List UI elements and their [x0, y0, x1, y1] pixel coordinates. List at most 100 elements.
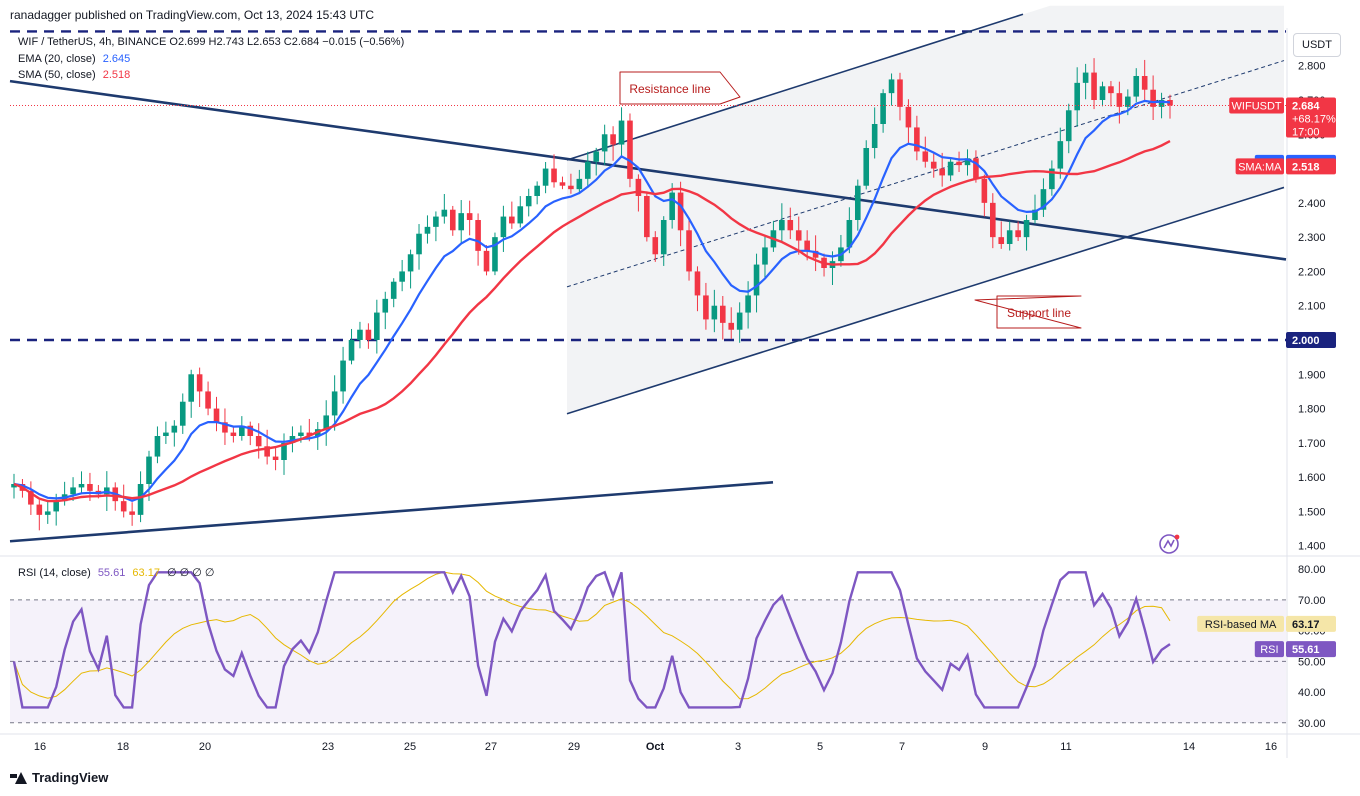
candle-body	[719, 305, 726, 323]
rising-base-trendline	[9, 480, 774, 543]
candle-body	[542, 168, 549, 186]
candle-body	[846, 220, 853, 248]
rsi-badge-label: RSI	[1260, 644, 1278, 656]
candle-body	[205, 391, 211, 409]
candle-body	[559, 182, 566, 186]
moving-averages	[13, 99, 1171, 503]
candle-body	[880, 93, 886, 124]
candle-body	[264, 446, 270, 457]
sma-legend-label: SMA (50, close)	[18, 69, 96, 81]
candle-body	[441, 209, 448, 217]
rsi-ma-badge-value: 63.17	[1292, 619, 1320, 631]
time-tick: 3	[735, 741, 741, 753]
rsi-tick: 80.00	[1298, 564, 1326, 576]
candle-body	[70, 487, 76, 495]
candle-body	[163, 432, 169, 436]
time-tick: 20	[199, 741, 211, 753]
rsi-tick: 40.00	[1298, 687, 1326, 699]
channel-upper-line	[566, 13, 1024, 161]
candle-body	[424, 226, 431, 234]
time-tick: 7	[899, 741, 905, 753]
candle-body	[854, 185, 861, 220]
candle-body	[652, 237, 659, 255]
publisher-line: ranadagger published on TradingView.com,…	[10, 8, 375, 22]
price-tick: 1.900	[1298, 369, 1326, 381]
candle-body	[78, 484, 85, 488]
candle-body	[340, 360, 346, 392]
candle-body	[1125, 96, 1131, 107]
candle-body	[1141, 76, 1148, 90]
candle-body	[905, 106, 912, 128]
candle-body	[179, 401, 186, 426]
grid	[0, 28, 1360, 758]
tradingview-alert-icon[interactable]	[1159, 534, 1180, 554]
time-tick: 16	[1265, 741, 1277, 753]
support-callout-box	[974, 295, 1082, 329]
candle-body	[981, 178, 988, 203]
candle-body	[551, 168, 557, 183]
candle-body	[711, 305, 718, 320]
candle-body	[416, 233, 422, 255]
price-tick: 2.100	[1298, 301, 1326, 313]
candle-body	[914, 127, 920, 152]
price-tick: 2.200	[1298, 266, 1326, 278]
candle-body	[534, 185, 540, 196]
candle-body	[458, 213, 465, 231]
rsi-tick: 50.00	[1298, 656, 1326, 668]
callouts: Resistance line Support line	[619, 71, 1082, 329]
candle-body	[28, 490, 34, 505]
ema-legend-label: EMA (20, close)	[18, 53, 96, 65]
rsi-ma-badge-label: RSI-based MA	[1205, 619, 1277, 631]
rsi-badge-value-box	[1286, 641, 1336, 658]
candle-body	[728, 322, 735, 330]
price-badges: WIFUSDT2.684+68.17%17:00EMA2.645SMA:MA2.…	[10, 97, 1336, 658]
candle-body	[348, 340, 355, 361]
candle-body	[1091, 72, 1097, 100]
candle-body	[593, 151, 600, 162]
tradingview-logo-icon	[10, 771, 28, 784]
price-badge-label-box	[1229, 97, 1284, 114]
candle-body	[483, 250, 490, 272]
sma-badge-label-box	[1235, 158, 1284, 175]
time-tick: 27	[485, 741, 497, 753]
candle-body	[433, 216, 439, 227]
time-tick: 5	[817, 741, 823, 753]
candle-body	[601, 134, 608, 152]
candle-body	[618, 120, 625, 145]
candle-body	[644, 196, 650, 238]
ema-20-line	[13, 99, 1171, 502]
candle-body	[686, 230, 692, 272]
time-tick: Oct	[646, 741, 665, 753]
candle-body	[576, 178, 583, 190]
currency-button[interactable]: USDT	[1293, 33, 1341, 57]
candle-body	[298, 432, 304, 436]
candle-body	[36, 504, 43, 515]
candle-body	[222, 422, 228, 433]
time-tick: 9	[982, 741, 988, 753]
candle-body	[492, 237, 498, 272]
candle-body	[196, 374, 203, 392]
candle-body	[1133, 76, 1140, 97]
candle-body	[449, 209, 456, 231]
footer-brand: TradingView	[10, 770, 108, 785]
candle-body	[120, 501, 127, 512]
price-badge-value: 2.684	[1292, 100, 1320, 112]
sma-badge-label: SMA:MA	[1238, 161, 1282, 173]
candle-body	[323, 415, 330, 430]
candle-body	[137, 484, 144, 515]
candle-body	[568, 185, 574, 190]
rsi-line	[12, 570, 1171, 709]
candle-body	[239, 425, 245, 436]
candle-body	[154, 436, 161, 457]
level-badge-value: 2.000	[1292, 335, 1320, 347]
price-badge-countdown: 17:00	[1292, 126, 1320, 138]
rsi-band	[10, 599, 1286, 723]
rsi-lines	[12, 570, 1171, 709]
time-tick: 18	[117, 741, 129, 753]
rsi-legend-value: 55.61	[97, 567, 126, 579]
candle-body	[1023, 220, 1030, 238]
candle-body	[475, 220, 481, 251]
time-tick: 23	[322, 741, 334, 753]
